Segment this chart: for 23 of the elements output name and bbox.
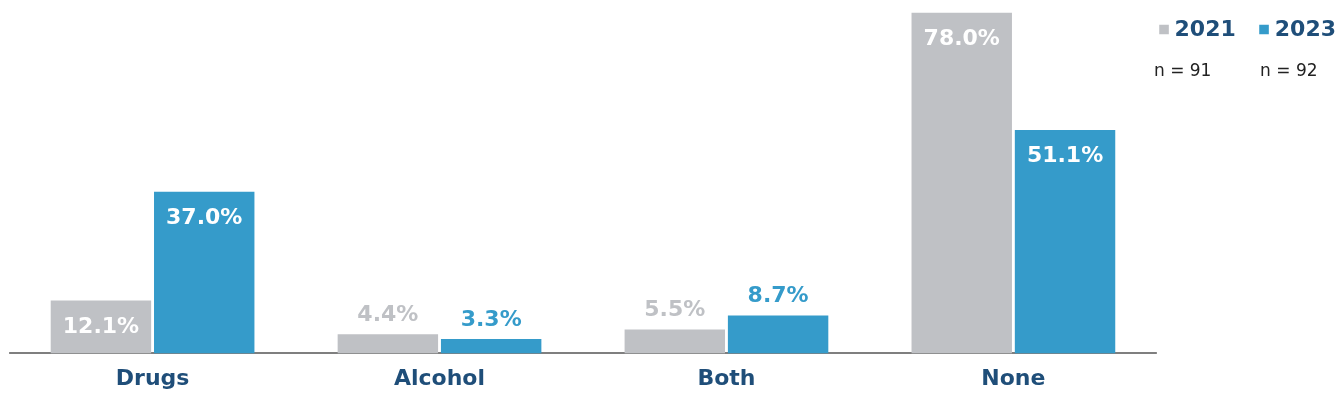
data-label: 12.1% — [62, 312, 140, 338]
x-tick-label: None — [981, 364, 1046, 390]
data-label: 3.3% — [460, 306, 522, 332]
x-tick-label: Alcohol — [393, 364, 486, 390]
legend-label: 2023 — [1274, 16, 1336, 41]
bar — [727, 315, 829, 354]
text: n = 92 — [1260, 60, 1318, 81]
bar — [337, 334, 439, 354]
x-tick-label: Drugs — [115, 364, 190, 390]
data-label: 78.0% — [923, 24, 1000, 50]
legend-label: 2021 — [1174, 16, 1236, 41]
bar — [911, 12, 1012, 354]
annotation: n = 91 — [1153, 60, 1212, 81]
data-label: 4.4% — [357, 301, 419, 327]
bar — [154, 191, 255, 354]
bar — [624, 329, 726, 354]
data-label: 5.5% — [644, 296, 706, 322]
bar — [440, 339, 542, 354]
data-label: 37.0% — [166, 203, 243, 229]
bar — [1014, 130, 1116, 354]
data-label: 8.7% — [747, 282, 809, 308]
x-tick-label: Both — [697, 364, 756, 390]
data-label: 51.1% — [1026, 142, 1104, 168]
